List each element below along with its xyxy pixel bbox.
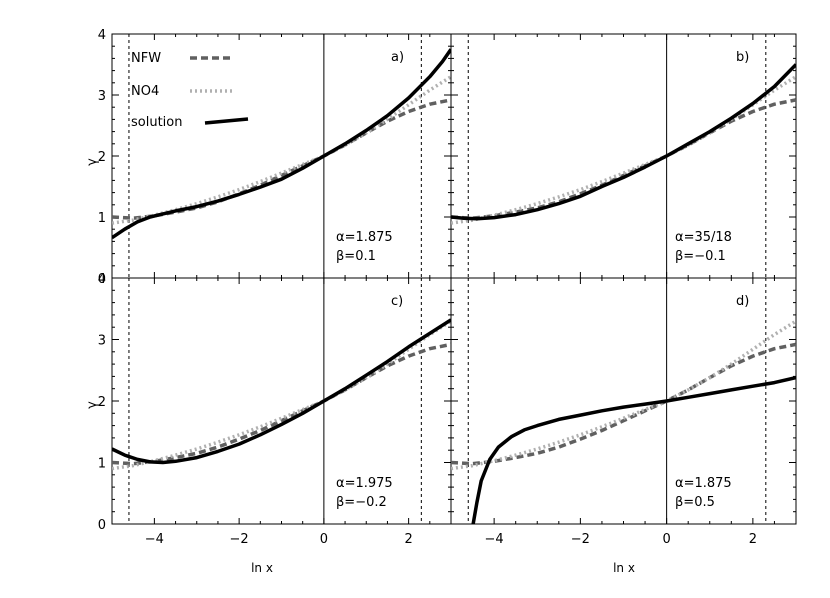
series-line-nfw (112, 342, 451, 466)
panel-d: −4 −2 0 2 d) α=1.875 β=0.5 (450, 277, 797, 547)
panel-label: a) (391, 50, 404, 65)
series-line-solution (451, 63, 796, 221)
x-tick-label: −4 (485, 532, 504, 547)
y-tick-label: 2 (98, 150, 106, 165)
legend: NFW NO4 solution (131, 51, 249, 130)
alpha-annotation: α=1.875 (675, 476, 732, 491)
panel-a: 0 1 2 3 4 a) α=1.875 β=0.1 (98, 28, 452, 287)
x-axis-label-left: ln x (251, 561, 273, 575)
panel-frame (450, 33, 797, 279)
series-line-no4 (451, 319, 796, 471)
alpha-annotation: α=1.975 (336, 476, 393, 491)
legend-label-no4: NO4 (131, 84, 159, 99)
x-tick-label: −2 (230, 532, 249, 547)
y-tick-label: 1 (98, 457, 106, 472)
panel-b: b) α=35/18 β=−0.1 (450, 33, 797, 279)
x-tick-label: −4 (145, 532, 164, 547)
panel-frame (111, 277, 452, 525)
y-tick-label: 2 (98, 395, 106, 410)
x-tick-label: 2 (749, 532, 757, 547)
alpha-annotation: α=1.875 (336, 230, 393, 245)
y-tick-label: 3 (98, 334, 106, 349)
y-axis-label-top: γ (85, 158, 100, 166)
panel-label: c) (391, 294, 403, 309)
series-group (112, 48, 451, 240)
y-tick-label: 4 (98, 272, 106, 287)
series-group (112, 318, 451, 471)
series-line-nfw (451, 98, 796, 220)
x-tick-label: −2 (571, 532, 590, 547)
x-axis-label-right: ln x (613, 561, 635, 575)
y-tick-label: 3 (98, 89, 106, 104)
series-group (451, 63, 796, 225)
series-group (451, 319, 796, 524)
series-line-solution (112, 48, 451, 240)
series-line-solution (112, 318, 451, 465)
panel-frame (450, 277, 797, 525)
y-axis-label-bottom: γ (85, 401, 100, 409)
y-tick-label: 1 (98, 211, 106, 226)
x-tick-label: 0 (662, 532, 670, 547)
series-line-no4 (451, 75, 796, 225)
legend-label-solution: solution (131, 115, 182, 130)
series-line-solution (471, 375, 796, 524)
legend-line-solution (204, 117, 249, 125)
beta-annotation: β=−0.2 (336, 495, 387, 510)
series-line-nfw (451, 342, 796, 466)
panel-label: d) (736, 294, 749, 309)
series-line-no4 (112, 75, 451, 225)
y-tick-label: 0 (98, 518, 106, 533)
beta-annotation: β=0.1 (336, 249, 376, 264)
x-tick-label: 0 (320, 532, 328, 547)
beta-annotation: β=0.5 (675, 495, 715, 510)
panel-label: b) (736, 50, 749, 65)
series-line-no4 (112, 319, 451, 471)
y-tick-label: 4 (98, 28, 106, 43)
x-tick-label: 2 (404, 532, 412, 547)
y-tick-label: 0 (98, 272, 106, 287)
panel-c: 0 1 2 3 4 −4 −2 0 2 c) α=1.975 β=−0.2 (98, 272, 452, 547)
panel-frame (111, 33, 452, 279)
legend-label-nfw: NFW (131, 51, 161, 66)
alpha-annotation: α=35/18 (675, 230, 732, 245)
beta-annotation: β=−0.1 (675, 249, 726, 264)
plot-layer: 0 1 2 3 4 a) α=1.875 β=0.1 b) α=35/18 β=−0.1 0 1 2 3 4 −… (98, 28, 797, 547)
